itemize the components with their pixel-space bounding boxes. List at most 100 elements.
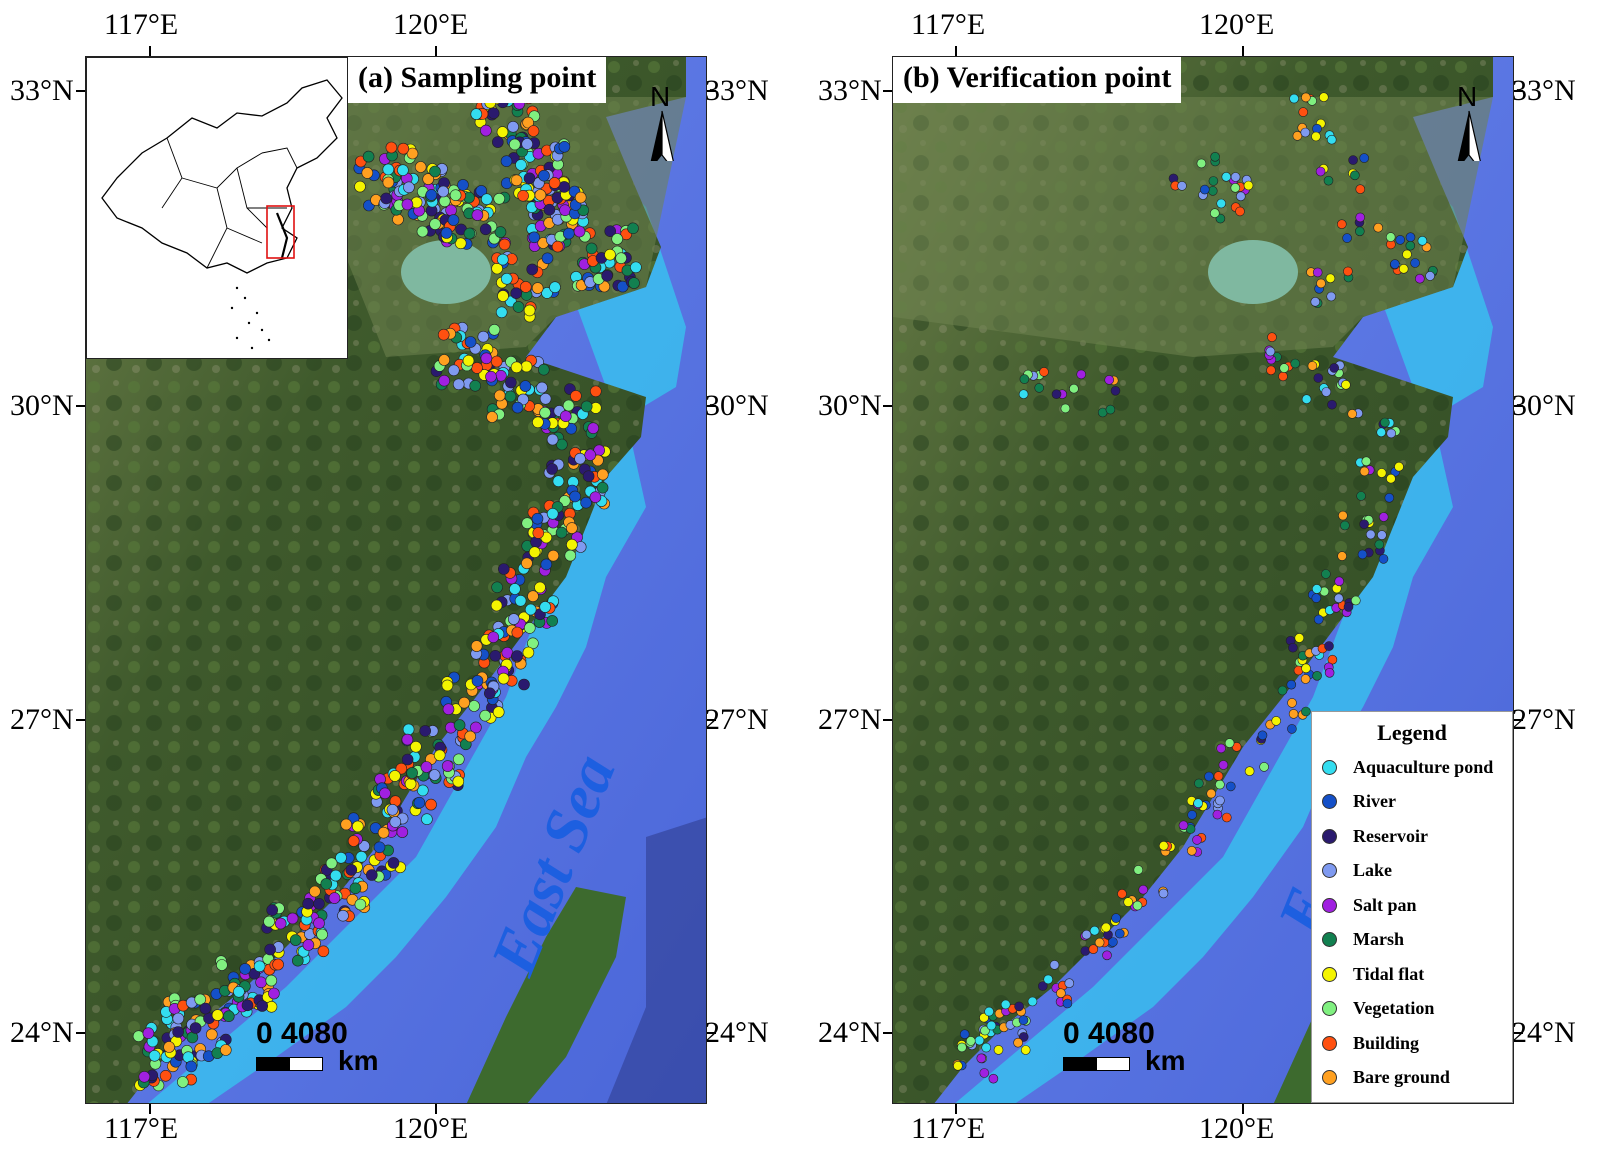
legend-swatch bbox=[1322, 828, 1337, 844]
scale-bar: 0 4080 km bbox=[256, 1017, 406, 1077]
map-point bbox=[589, 385, 602, 398]
map-point bbox=[589, 491, 602, 504]
map-point bbox=[1267, 332, 1277, 343]
map-point bbox=[1215, 795, 1225, 806]
map-point bbox=[1374, 539, 1385, 550]
map-point bbox=[1076, 369, 1086, 380]
map-point bbox=[483, 687, 496, 700]
map-point bbox=[566, 538, 578, 551]
tick-mark bbox=[1513, 719, 1523, 721]
map-point bbox=[425, 189, 438, 201]
map-point bbox=[539, 601, 552, 613]
map-point bbox=[1186, 845, 1197, 856]
map-point bbox=[454, 237, 467, 250]
map-point bbox=[574, 191, 587, 204]
map-point bbox=[559, 204, 571, 216]
map-point bbox=[531, 512, 544, 525]
tick-mark bbox=[149, 46, 151, 56]
map-point bbox=[537, 363, 550, 376]
map-point bbox=[256, 1000, 268, 1012]
legend-label: Lake bbox=[1353, 860, 1393, 880]
map-point bbox=[382, 176, 395, 189]
map-point bbox=[1081, 929, 1092, 940]
map-point bbox=[1257, 730, 1268, 741]
map-point bbox=[498, 238, 511, 251]
map-point bbox=[1088, 944, 1099, 955]
map-point bbox=[468, 700, 480, 712]
legend-title: Legend bbox=[1377, 720, 1447, 745]
panel-title: (b) Verification point bbox=[893, 57, 1182, 103]
map-point bbox=[1321, 387, 1332, 397]
map-point bbox=[211, 1009, 224, 1021]
map-point bbox=[564, 549, 577, 562]
map-point bbox=[1359, 466, 1370, 477]
legend-item: Lake bbox=[1322, 858, 1392, 884]
map-point bbox=[1311, 593, 1322, 603]
map-point bbox=[981, 1042, 991, 1053]
legend: Legend Aquaculture pond River Reservoir Lak… bbox=[1311, 711, 1513, 1103]
map-point bbox=[382, 163, 395, 176]
map-point bbox=[953, 1060, 963, 1071]
map-point bbox=[475, 185, 488, 197]
tick-mark bbox=[883, 1032, 893, 1034]
map-point bbox=[521, 517, 534, 530]
map-point bbox=[477, 330, 490, 343]
map-point bbox=[546, 433, 559, 446]
map-point bbox=[488, 323, 501, 336]
map-point bbox=[1108, 937, 1118, 947]
map-point bbox=[479, 709, 492, 722]
map-point bbox=[358, 840, 371, 852]
map-point bbox=[447, 364, 460, 377]
map-point bbox=[239, 963, 251, 975]
map-point bbox=[1380, 417, 1390, 428]
north-arrow-icon bbox=[650, 110, 674, 161]
sample-points bbox=[132, 81, 642, 1092]
map-point bbox=[559, 410, 572, 423]
map-point bbox=[1051, 389, 1062, 400]
map-point bbox=[447, 214, 460, 226]
map-point bbox=[1334, 576, 1345, 587]
map-point bbox=[142, 1027, 155, 1040]
map-point bbox=[1192, 835, 1202, 845]
lat-tick-24-left-a: 24°N bbox=[10, 1016, 74, 1049]
map-point bbox=[522, 646, 535, 659]
map-point bbox=[206, 1028, 218, 1041]
map-point bbox=[1218, 760, 1229, 770]
map-point bbox=[449, 189, 462, 201]
map-point bbox=[438, 354, 451, 366]
map-point bbox=[1212, 809, 1223, 820]
map-point bbox=[1425, 271, 1435, 281]
tick-mark bbox=[76, 719, 86, 721]
map-point bbox=[1244, 766, 1255, 777]
map-point bbox=[1343, 602, 1354, 612]
map-point bbox=[546, 615, 559, 627]
map-point bbox=[1027, 996, 1038, 1007]
map-point bbox=[1373, 222, 1384, 233]
legend-item: Building bbox=[1322, 1030, 1419, 1056]
map-point bbox=[442, 703, 455, 716]
map-point bbox=[354, 898, 367, 911]
map-point bbox=[538, 169, 550, 182]
map-point bbox=[1043, 974, 1053, 985]
map-point bbox=[266, 904, 278, 916]
map-point bbox=[1104, 375, 1114, 385]
map-point bbox=[1341, 379, 1351, 390]
scale-bar-segment-white bbox=[289, 1057, 323, 1071]
legend-swatch bbox=[1322, 897, 1337, 913]
map-point bbox=[441, 679, 454, 692]
legend-label: Bare ground bbox=[1353, 1067, 1450, 1087]
map-point bbox=[1278, 371, 1288, 382]
tick-mark bbox=[1513, 1032, 1523, 1034]
map-point bbox=[1101, 922, 1111, 933]
map-point bbox=[302, 897, 314, 910]
tick-mark bbox=[955, 46, 957, 56]
map-point bbox=[1378, 554, 1389, 564]
map-point bbox=[966, 1036, 976, 1046]
map-point bbox=[373, 841, 386, 854]
map-point bbox=[380, 192, 393, 205]
map-point bbox=[1377, 530, 1387, 540]
map-point bbox=[521, 557, 533, 570]
map-point bbox=[522, 116, 534, 129]
map-point bbox=[493, 193, 506, 205]
map-point bbox=[389, 816, 402, 828]
